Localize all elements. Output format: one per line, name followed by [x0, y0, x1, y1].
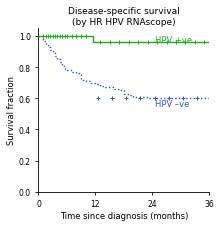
Y-axis label: Survival fraction: Survival fraction — [7, 76, 16, 145]
X-axis label: Time since diagnosis (months): Time since diagnosis (months) — [60, 211, 188, 220]
Title: Disease-specific survival
(by HR HPV RNAscope): Disease-specific survival (by HR HPV RNA… — [68, 7, 180, 27]
Text: HPV +ve: HPV +ve — [155, 36, 192, 45]
Text: HPV –ve: HPV –ve — [155, 100, 189, 109]
